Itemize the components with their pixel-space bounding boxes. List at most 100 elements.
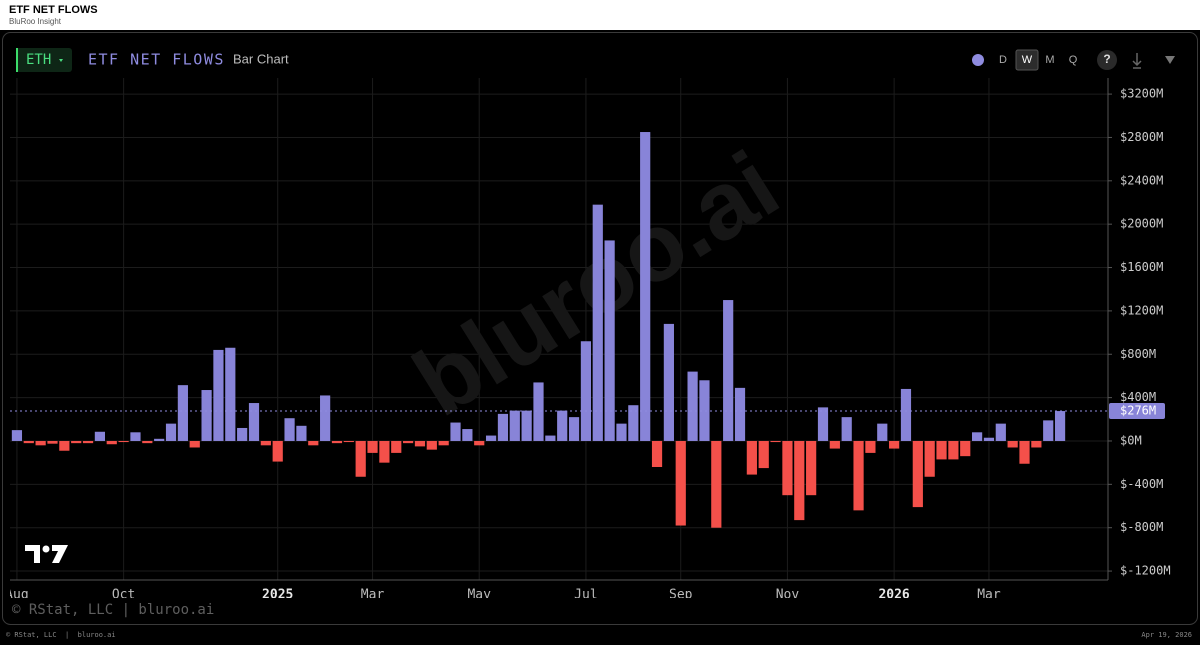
y-tick-label: $400M [1120,390,1156,404]
asset-button[interactable] [16,48,72,72]
bar [35,440,46,446]
series-dot[interactable] [972,54,984,66]
bar [23,440,34,444]
bar [426,440,437,450]
bar [142,440,153,444]
bar [331,440,343,444]
bar [533,382,544,441]
bar [829,440,840,449]
bar [189,440,200,448]
bar [118,440,129,443]
bar [1007,440,1018,448]
bar [770,440,781,443]
asset-selector[interactable]: ETH [16,48,72,72]
bar [367,440,378,453]
bar [320,395,331,441]
interval-option[interactable]: Q [1069,54,1078,66]
bar [11,430,23,441]
interval-option[interactable]: M [1045,54,1054,66]
y-tick-label: $2000M [1120,217,1163,231]
bar [699,380,710,441]
logo-part [25,545,40,563]
bar [687,371,698,441]
bar [723,300,734,441]
bar [414,440,426,447]
bar [734,387,746,441]
bar [1031,440,1042,448]
bar [758,440,769,469]
bar [509,410,520,441]
bar [865,440,876,453]
y-tick-label: $2800M [1120,130,1163,144]
reference-label: $276M [1120,404,1156,418]
bar [545,435,556,441]
x-tick-label: 2025 [262,588,293,603]
bar [1054,411,1066,441]
bar [47,440,58,444]
asset-label[interactable]: ETH [26,52,51,68]
interval-selected[interactable] [1015,49,1039,71]
bar [877,423,888,441]
help-label[interactable]: ? [1103,52,1110,66]
y-tick-label: $-400M [1120,477,1163,491]
menu-caret[interactable] [1165,56,1175,64]
bar [225,347,236,441]
bar [403,440,414,444]
bar [201,390,212,441]
bar [616,423,627,441]
bar [912,440,923,508]
y-tick-label: $-1200M [1120,564,1171,578]
bar [248,403,260,441]
bar [557,410,568,441]
y-tick-label: $800M [1120,347,1156,361]
y-tick-label: $2400M [1120,173,1163,187]
logo-part [52,545,68,563]
bar [782,440,793,496]
asset-caret [59,59,63,62]
bar [391,440,402,453]
x-tick-label: Mar [361,588,385,603]
header-bar [0,0,1200,30]
bar [604,240,615,441]
bar [450,422,461,441]
bar [355,440,366,477]
bar [580,341,592,441]
bar [592,204,603,441]
bar [106,440,117,445]
bar [568,417,580,441]
bar [889,440,900,449]
bar [628,405,639,441]
y-tick-label: $1200M [1120,303,1163,317]
tv-logo [25,545,68,563]
bar [237,427,248,441]
bar [971,432,983,441]
y-tick-label: $3200M [1120,87,1163,101]
bar [462,429,473,441]
x-tick-label: May [467,588,491,603]
bar [640,132,651,441]
plot-credit: © RStat, LLC | bluroo.ai [12,602,214,618]
bar [71,440,82,444]
x-axis: Aug Oct 2025 Mar May Jul Sep Nov 2026 Mar [10,588,1001,603]
logo-part [42,545,50,553]
x-tick-label: Sep [669,588,693,603]
bar [817,407,829,441]
bar [651,440,663,467]
bar [900,388,912,441]
y-tick-label: $-800M [1120,520,1163,534]
bar [853,440,864,511]
x-tick-label: Nov [776,588,800,603]
bar [1043,420,1054,441]
download-icon[interactable] [1132,53,1142,69]
help-button[interactable] [1097,50,1117,70]
bar [272,440,283,462]
bar [438,440,449,446]
bar [794,440,805,521]
bar [841,417,852,441]
asset-accent [16,48,18,72]
bar [165,423,177,441]
interval-option[interactable]: W [1022,54,1033,66]
interval-option[interactable]: D [999,54,1007,66]
footer-left: © RStat, LLC | bluroo.ai [6,631,116,639]
